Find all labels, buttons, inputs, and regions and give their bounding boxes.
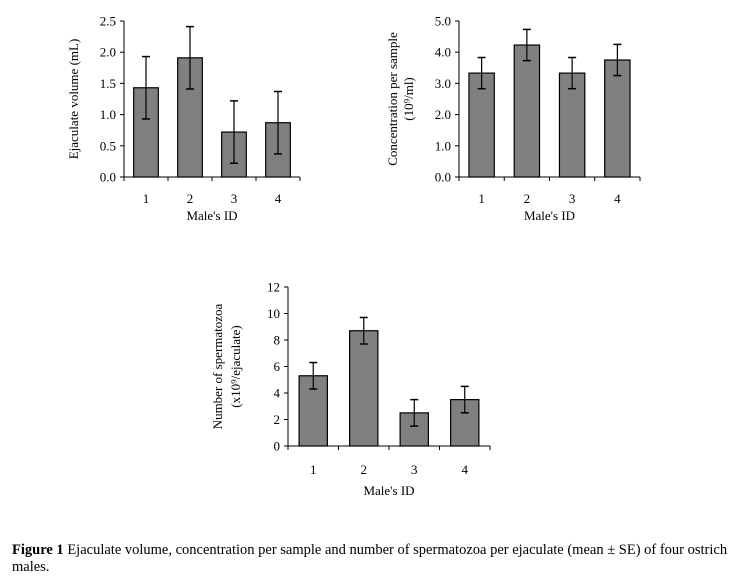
concentration-bar (468, 72, 495, 178)
spermatozoa-number-x-tick-label: 4 (462, 462, 469, 477)
concentration-x-tick-label: 2 (524, 191, 531, 206)
ejaculate-volume-x-axis-title: Male's ID (186, 208, 237, 223)
concentration-y-axis-title: (10⁹/ml) (401, 77, 416, 121)
ejaculate-volume-y-tick-label: 0.5 (100, 138, 116, 153)
caption-label: Figure 1 (12, 542, 64, 558)
concentration-bar (604, 59, 631, 178)
ejaculate-volume-x-tick-label: 3 (231, 191, 238, 206)
concentration-y-tick-label: 0.0 (435, 170, 451, 185)
spermatozoa-number-y-tick-label: 8 (274, 333, 281, 348)
ejaculate-volume-y-tick-label: 1.5 (100, 76, 116, 91)
spermatozoa-number-x-tick-label: 2 (361, 462, 368, 477)
spermatozoa-number-bar (349, 330, 379, 447)
ejaculate-volume-x-tick-label: 1 (143, 191, 150, 206)
concentration-y-tick-label: 1.0 (435, 138, 451, 153)
spermatozoa-number-x-tick-label: 1 (310, 462, 317, 477)
concentration-x-tick-label: 3 (569, 191, 576, 206)
ejaculate-volume-x-tick-label: 4 (275, 191, 282, 206)
ejaculate-volume-y-tick-label: 1.0 (100, 107, 116, 122)
ejaculate-volume-y-tick-label: 0.0 (100, 170, 116, 185)
ejaculate-volume-y-axis-title: Ejaculate volume (mL) (66, 39, 81, 160)
concentration-x-axis-title: Male's ID (524, 208, 575, 223)
ejaculate-volume-bar (133, 87, 159, 178)
spermatozoa-number-x-axis-title: Male's ID (363, 483, 414, 498)
spermatozoa-number-y-tick-label: 4 (274, 386, 281, 401)
concentration-y-tick-label: 4.0 (435, 45, 451, 60)
concentration-x-tick-label: 4 (614, 191, 621, 206)
concentration-bar (513, 44, 541, 178)
concentration-bar (558, 72, 586, 178)
spermatozoa-number-y-tick-label: 2 (274, 412, 281, 427)
concentration-y-tick-label: 3.0 (435, 76, 451, 91)
concentration-x-tick-label: 1 (478, 191, 485, 206)
concentration-y-axis-title: Concentration per sample (385, 32, 400, 166)
ejaculate-volume-x-tick-label: 2 (187, 191, 194, 206)
spermatozoa-number-y-axis-title: Number of spermatozoa (210, 303, 225, 429)
spermatozoa-number-y-tick-label: 0 (274, 439, 281, 454)
spermatozoa-number-y-tick-label: 12 (267, 280, 280, 295)
caption-text: Ejaculate volume, concentration per samp… (12, 542, 728, 575)
ejaculate-volume-y-tick-label: 2.5 (100, 14, 116, 29)
ejaculate-volume-y-tick-label: 2.0 (100, 45, 116, 60)
spermatozoa-number-y-tick-label: 10 (267, 306, 280, 321)
concentration-y-tick-label: 5.0 (435, 14, 451, 29)
spermatozoa-number-y-tick-label: 6 (274, 359, 281, 374)
figure-caption: Figure 1 Ejaculate volume, concentration… (12, 542, 752, 576)
spermatozoa-number-x-tick-label: 3 (411, 462, 418, 477)
spermatozoa-number-y-axis-title: (x10⁹/ejaculate) (228, 325, 243, 408)
concentration-y-tick-label: 2.0 (435, 107, 451, 122)
